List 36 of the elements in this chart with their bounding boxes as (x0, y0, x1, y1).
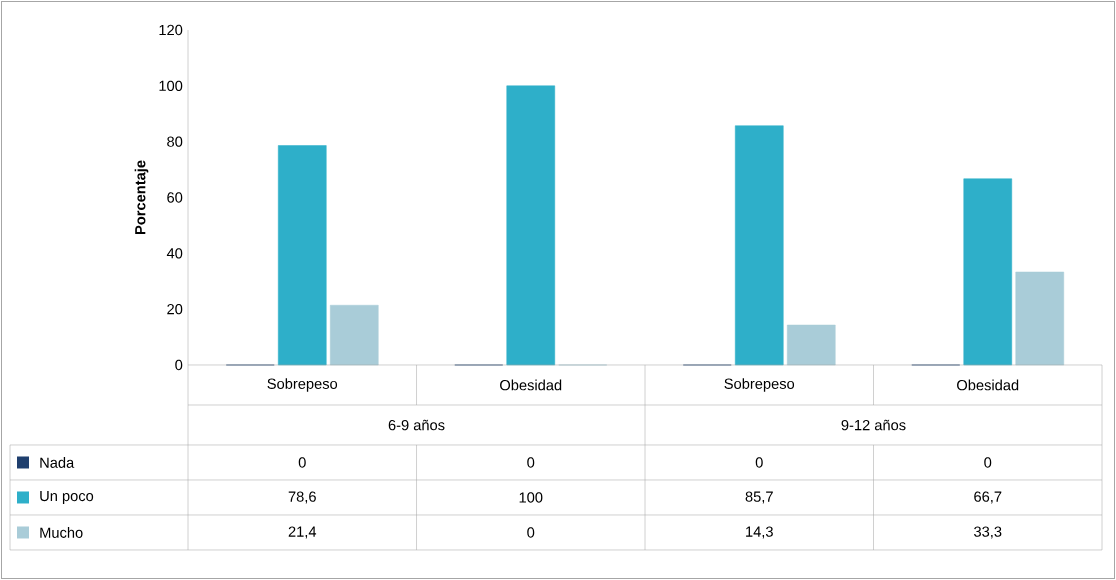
bar (329, 304, 379, 366)
data-label: 33,3 (974, 526, 1002, 539)
legend-label: Mucho (40, 527, 83, 538)
bar (506, 85, 556, 366)
y-tick-label: 120 (159, 24, 183, 36)
text: 9-12 años (841, 419, 906, 431)
data-label: 14,3 (746, 526, 773, 539)
data-label: 85,7 (745, 491, 773, 504)
y-tick-label: 80 (167, 136, 183, 147)
data-label: 100 (519, 492, 543, 503)
data-label: 0 (298, 457, 306, 468)
data-label: 0 (755, 457, 763, 468)
legend-label: Nada (40, 457, 75, 468)
y-tick-label: 20 (167, 303, 183, 315)
bar (786, 324, 836, 366)
data-label: 78,6 (288, 491, 316, 504)
data-label: 0 (527, 457, 535, 468)
y-tick-label: 40 (166, 248, 183, 259)
x-tick-label: Obesidad (500, 379, 562, 391)
text: 6-9 años (388, 419, 445, 431)
bar (277, 145, 327, 366)
y-tick-label: 0 (175, 359, 183, 371)
data-label: 0 (527, 527, 535, 538)
x-tick-label: Sobrepeso (724, 378, 795, 392)
data-label: 0 (984, 457, 992, 468)
data-label: 21,4 (288, 526, 317, 539)
x-tick-label: Sobrepeso (267, 378, 338, 392)
bar (1015, 271, 1065, 366)
data-label: 66,7 (974, 491, 1002, 504)
y-axis-title: Porcentaje (134, 160, 149, 234)
bar (734, 125, 784, 366)
legend-label: Un poco (40, 490, 94, 505)
bar (963, 178, 1013, 366)
x-tick-label: Obesidad (957, 379, 1019, 391)
y-tick-label: 100 (159, 80, 183, 92)
y-tick-label: 60 (167, 192, 183, 203)
